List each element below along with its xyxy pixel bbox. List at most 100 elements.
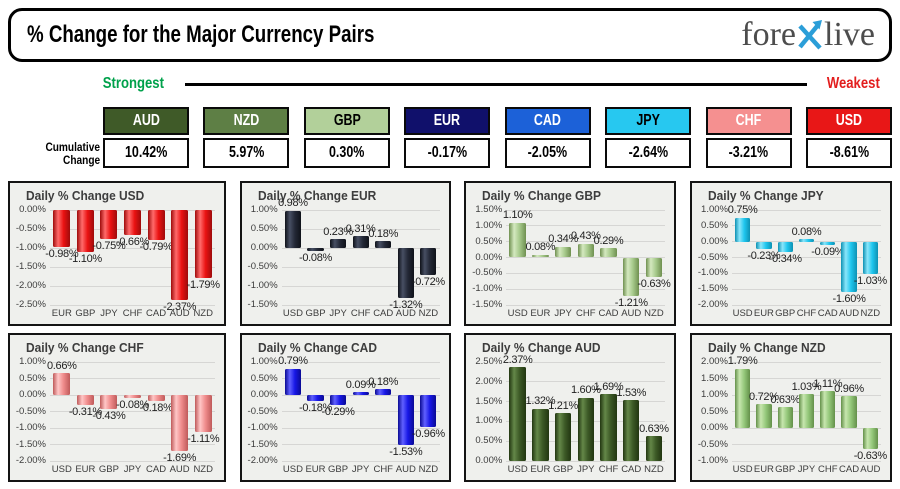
bar-value-label: 1.10% (502, 209, 533, 222)
currency-code: USD (835, 112, 863, 129)
bar-usd (509, 367, 526, 461)
gridline (506, 257, 666, 258)
y-tick-label: -2.00% (15, 280, 46, 291)
strength-scale: Strongest Weakest (8, 74, 892, 94)
x-category-label: AUD (169, 308, 190, 319)
charts-row-bottom: Daily % Change CHF 1.00% 0.50% 0.00% -0.50% -… (8, 333, 892, 482)
chart-title-nzd: Daily % Change NZD (707, 340, 826, 355)
gridline (281, 460, 440, 462)
y-tick-label: -2.00% (15, 455, 46, 466)
gridline (50, 427, 215, 429)
cumulative-value: 5.97% (228, 144, 265, 161)
bar-value-label: -1.11% (187, 432, 220, 445)
currency-code: CAD (534, 112, 562, 129)
y-tick-label: 0.50% (250, 372, 278, 384)
bar-chf (577, 243, 594, 258)
bar-jpy (352, 392, 369, 395)
gridline (731, 225, 881, 227)
y-tick-label: -1.00% (15, 242, 46, 253)
x-category-label: CHF (796, 308, 817, 319)
chart-title-chf: Daily % Change CHF (26, 340, 144, 355)
header-bar: % Change for the Major Currency Pairs fo… (8, 8, 892, 62)
y-tick-label: -0.50% (247, 261, 278, 272)
bar-value-label: -1.10% (68, 252, 102, 265)
x-category-label: NZD (418, 464, 439, 475)
gridline (506, 209, 666, 211)
y-tick-label: -1.00% (697, 455, 728, 466)
bar-value-label: -0.34% (768, 253, 802, 266)
y-tick-label: 0.00% (19, 389, 46, 400)
currency-column-jpy: JPY -2.64% (605, 107, 692, 168)
gridline (50, 361, 215, 363)
y-tick-label: 2.50% (475, 356, 503, 367)
x-category-label: CAD (373, 308, 394, 319)
bar-value-label: 0.63% (770, 393, 801, 406)
currency-code: EUR (434, 112, 461, 129)
x-category-label: CHF (350, 308, 371, 319)
x-category-label: USD (507, 464, 528, 475)
bar-gbp (554, 413, 572, 461)
gridline (50, 266, 215, 268)
cumulative-value-gbp: 0.30% (303, 138, 390, 168)
x-category-label: USD (732, 464, 753, 475)
y-tick-label: 1.00% (250, 204, 278, 215)
bar-value-label: 1.32% (525, 395, 556, 408)
x-category-label: EUR (75, 464, 96, 475)
x-category-label: NZD (644, 464, 664, 475)
gridline (50, 304, 215, 306)
y-tick-label: 1.00% (475, 219, 503, 231)
x-category-label: GBP (98, 464, 119, 475)
bar-nzd (420, 395, 437, 427)
cumulative-value-cad: -2.05% (504, 138, 591, 168)
gridline (731, 257, 881, 258)
currency-header-aud: AUD (103, 107, 189, 135)
y-tick-label: 2.00% (701, 356, 728, 367)
y-tick-label: -1.50% (15, 438, 46, 450)
bar-value-label: 0.79% (278, 355, 308, 368)
gridline (281, 285, 440, 287)
bar-value-label: -0.08% (298, 252, 333, 265)
bar-value-label: -0.98% (45, 248, 79, 261)
x-category-label: CAD (598, 308, 619, 319)
x-category-label: NZD (193, 464, 213, 475)
bar-value-label: -0.66% (115, 236, 150, 249)
bar-value-label: 0.23% (323, 225, 353, 238)
gridline (281, 427, 440, 429)
cumulative-change-label: Cumulative Change (45, 142, 100, 167)
page-title: % Change for the Major Currency Pairs (27, 21, 375, 48)
strongest-label: Strongest (102, 75, 164, 92)
bar-jpy (577, 397, 594, 461)
x-category-label: NZD (418, 308, 439, 319)
bar-value-label: -0.72% (411, 276, 445, 289)
x-category-label: JPY (100, 308, 118, 319)
bar-value-label: -1.21% (614, 296, 648, 309)
x-category-label: USD (282, 464, 303, 475)
chart-panel-nzd: Daily % Change NZD 2.00% 1.50% 1.00% 0.50% 0.… (689, 333, 892, 482)
bar-value-label: 2.37% (502, 353, 533, 366)
chart-title-eur: Daily % Change EUR (257, 188, 376, 203)
x-category-label: CHF (122, 308, 143, 319)
bar-eur (532, 254, 549, 258)
bar-value-label: 0.18% (368, 227, 399, 240)
cumulative-value-eur: -0.17% (404, 138, 491, 168)
y-tick-label: -1.00% (247, 422, 278, 433)
bar-gbp (777, 241, 793, 253)
bar-chf (600, 394, 617, 461)
currency-header-eur: EUR (404, 107, 491, 135)
chart-title-usd: Daily % Change USD (26, 188, 145, 203)
bar-usd (734, 368, 751, 428)
cumulative-value: -8.61% (829, 144, 869, 161)
gridline (50, 247, 215, 249)
bar-value-label: 0.72% (749, 390, 779, 403)
chart-plot-cad: 1.00% 0.50% 0.00% -0.50% -1.00% -1.50% -2.00% 0… (248, 355, 446, 475)
y-tick-label: 0.00% (250, 242, 278, 253)
y-tick-label: -2.50% (15, 299, 46, 310)
x-category-label: EUR (305, 464, 326, 475)
y-tick-label: -1.50% (15, 261, 46, 272)
bar-jpy (554, 246, 572, 258)
weakest-label: Weakest (827, 75, 881, 92)
gridline (731, 288, 881, 290)
gridline (731, 272, 881, 274)
x-category-label: USD (282, 308, 303, 319)
